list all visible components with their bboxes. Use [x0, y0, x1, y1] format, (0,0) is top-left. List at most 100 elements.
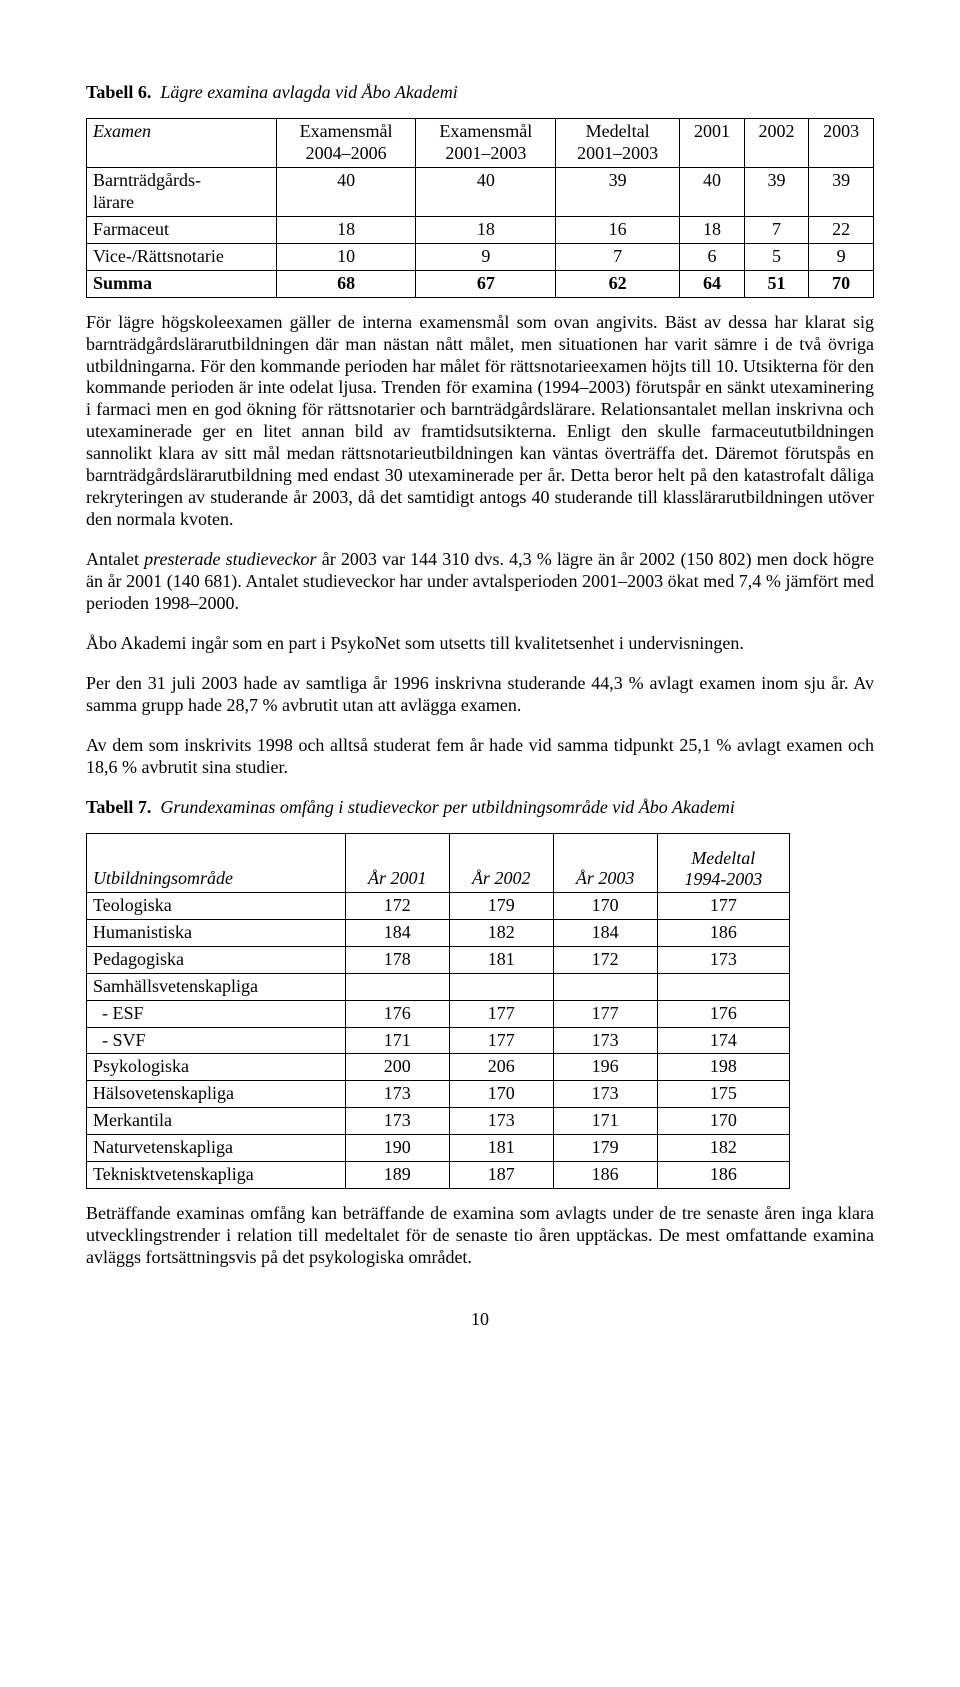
table6-cell: 9: [809, 243, 874, 270]
table7-row-label: Merkantila: [87, 1108, 346, 1135]
table6-header-cell: Examen: [87, 118, 277, 167]
table6-caption-italic: Lägre examina avlagda vid Åbo Akademi: [160, 82, 457, 102]
table7-cell: 175: [657, 1081, 789, 1108]
table6-header-cell: 2002: [744, 118, 809, 167]
table6-caption-bold: Tabell 6.: [86, 82, 151, 102]
table7-cell: 186: [657, 1162, 789, 1189]
table7-cell: 182: [657, 1135, 789, 1162]
table7-cell: 200: [345, 1054, 449, 1081]
table7-row-label: Teologiska: [87, 892, 346, 919]
table7-cell: 176: [345, 1000, 449, 1027]
table7-cell: 177: [449, 1000, 553, 1027]
table7-cell: [657, 973, 789, 1000]
table7-header-cell: År 2001: [345, 833, 449, 892]
table7-header-cell: Medeltal1994‑2003: [657, 833, 789, 892]
table6-row-label: Farmaceut: [87, 216, 277, 243]
table6-cell: 68: [276, 270, 416, 297]
table7-cell: 189: [345, 1162, 449, 1189]
table6-cell: 7: [556, 243, 680, 270]
table6-row: Farmaceut18181618722: [87, 216, 874, 243]
paragraph-1: För lägre högskoleexamen gäller de inter…: [86, 312, 874, 532]
table7-cell: 182: [449, 919, 553, 946]
table6-header-cell: Examensmål2001–2003: [416, 118, 556, 167]
table6-row-label: Summa: [87, 270, 277, 297]
table6-row-label: Vice-/Rättsnotarie: [87, 243, 277, 270]
table6-cell: 51: [744, 270, 809, 297]
table7-row: Teologiska172179170177: [87, 892, 790, 919]
table6-cell: 67: [416, 270, 556, 297]
table7-cell: [345, 973, 449, 1000]
table7-cell: 181: [449, 1135, 553, 1162]
table7-cell: 181: [449, 946, 553, 973]
table6-caption: Tabell 6. Lägre examina avlagda vid Åbo …: [86, 82, 874, 104]
table7-cell: 173: [345, 1081, 449, 1108]
table7-header-cell: Utbildningsområde: [87, 833, 346, 892]
paragraph-6: Beträffande examinas omfång kan beträffa…: [86, 1203, 874, 1269]
table7-row: - SVF171177173174: [87, 1027, 790, 1054]
table6-cell: 6: [680, 243, 745, 270]
table7-cell: 190: [345, 1135, 449, 1162]
table7-cell: 173: [657, 946, 789, 973]
table6-cell: 40: [416, 167, 556, 216]
table7-row-label: Teknisktvetenskapliga: [87, 1162, 346, 1189]
paragraph-3: Åbo Akademi ingår som en part i PsykoNet…: [86, 633, 874, 655]
table6-cell: 39: [809, 167, 874, 216]
table7-cell: [449, 973, 553, 1000]
table7-row-label: Hälsovetenskapliga: [87, 1081, 346, 1108]
table6-cell: 22: [809, 216, 874, 243]
table7-cell: 198: [657, 1054, 789, 1081]
table6-cell: 7: [744, 216, 809, 243]
paragraph-2: Antalet presterade studieveckor år 2003 …: [86, 549, 874, 615]
table7-header-cell: År 2002: [449, 833, 553, 892]
table7-cell: 206: [449, 1054, 553, 1081]
table7-row: Merkantila173173171170: [87, 1108, 790, 1135]
table7-row-label: Humanistiska: [87, 919, 346, 946]
table7-cell: 174: [657, 1027, 789, 1054]
table7-row: Hälsovetenskapliga173170173175: [87, 1081, 790, 1108]
table7-row: Samhällsvetenskapliga: [87, 973, 790, 1000]
table7-cell: 170: [553, 892, 657, 919]
table7-caption-bold: Tabell 7.: [86, 797, 151, 817]
table6-cell: 5: [744, 243, 809, 270]
table7-cell: 196: [553, 1054, 657, 1081]
table6-cell: 70: [809, 270, 874, 297]
table6-row: Summa686762645170: [87, 270, 874, 297]
table6-cell: 16: [556, 216, 680, 243]
table7-row: - ESF176177177176: [87, 1000, 790, 1027]
table6-cell: 64: [680, 270, 745, 297]
table6-header-cell: 2003: [809, 118, 874, 167]
table7-cell: 184: [553, 919, 657, 946]
table7-row: Humanistiska184182184186: [87, 919, 790, 946]
table7-cell: 177: [657, 892, 789, 919]
table7-cell: 179: [553, 1135, 657, 1162]
table7-row-label: - ESF: [87, 1000, 346, 1027]
table6-header-cell: Examensmål2004–2006: [276, 118, 416, 167]
table6-row: Barnträdgårds-lärare404039403939: [87, 167, 874, 216]
table7-cell: 176: [657, 1000, 789, 1027]
table7-cell: 186: [657, 919, 789, 946]
table7-caption-italic: Grundexaminas omfång i studieveckor per …: [160, 797, 735, 817]
table6-cell: 40: [680, 167, 745, 216]
table6-cell: 39: [556, 167, 680, 216]
table7-cell: 187: [449, 1162, 553, 1189]
page-number: 10: [86, 1309, 874, 1331]
table6-cell: 18: [680, 216, 745, 243]
table7-cell: 172: [553, 946, 657, 973]
para2-italic: presterade studieveckor: [144, 549, 316, 569]
table7-cell: 173: [449, 1108, 553, 1135]
table6-cell: 18: [276, 216, 416, 243]
table7-row: Psykologiska200206196198: [87, 1054, 790, 1081]
table7-cell: 171: [553, 1108, 657, 1135]
table7-row-label: Samhällsvetenskapliga: [87, 973, 346, 1000]
table6-cell: 39: [744, 167, 809, 216]
table6-header-cell: 2001: [680, 118, 745, 167]
table6-cell: 62: [556, 270, 680, 297]
table6-header-cell: Medeltal2001–2003: [556, 118, 680, 167]
table7-row-label: Naturvetenskapliga: [87, 1135, 346, 1162]
table7-row: Teknisktvetenskapliga189187186186: [87, 1162, 790, 1189]
table7-cell: 173: [553, 1027, 657, 1054]
table7-cell: 173: [345, 1108, 449, 1135]
table7-cell: 178: [345, 946, 449, 973]
table7-cell: 170: [449, 1081, 553, 1108]
table7-row-label: Pedagogiska: [87, 946, 346, 973]
